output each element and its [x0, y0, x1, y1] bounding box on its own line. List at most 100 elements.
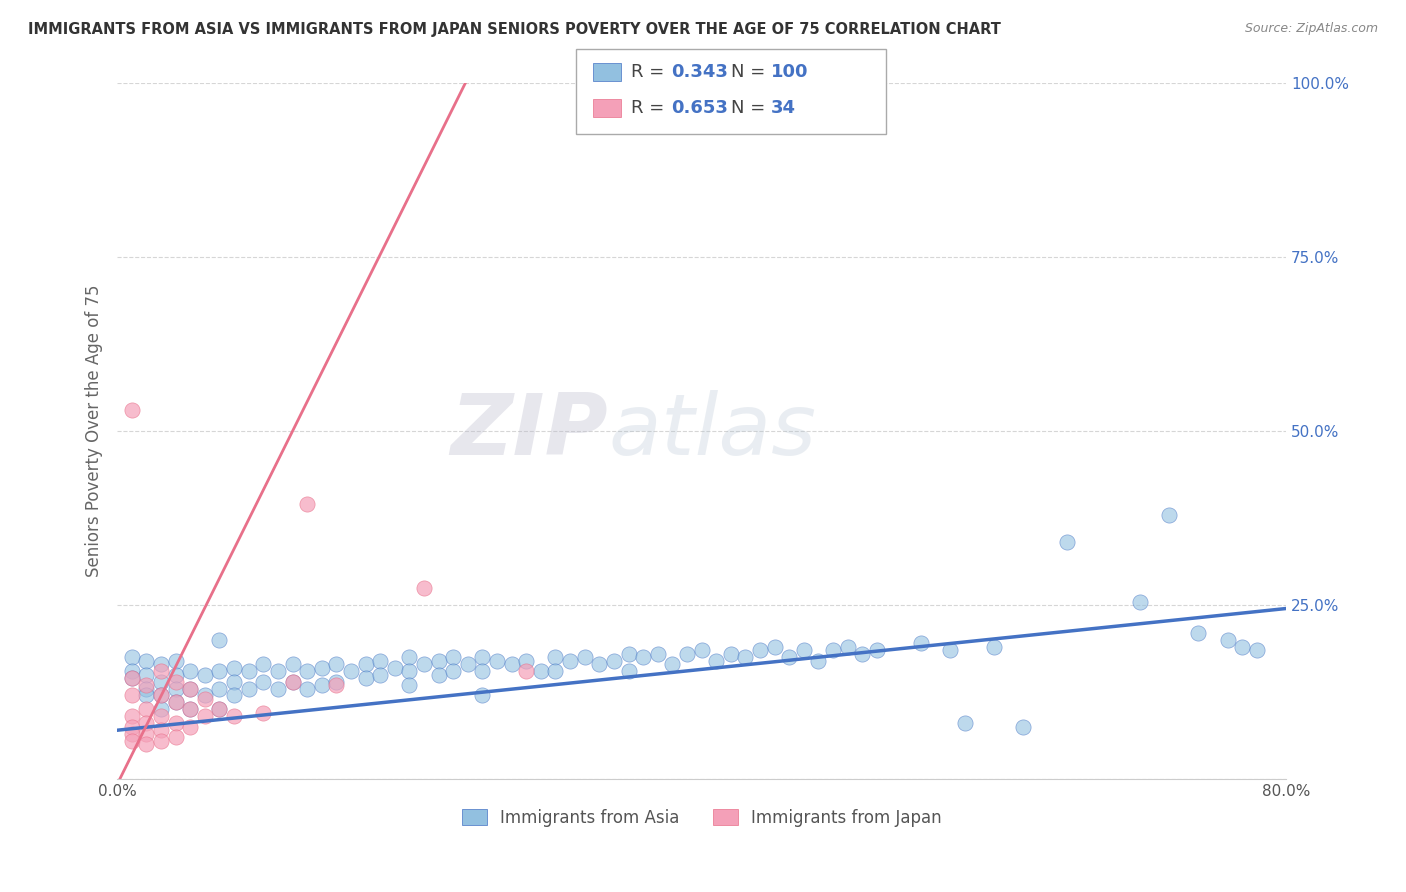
Point — [558, 654, 581, 668]
Point — [413, 581, 436, 595]
Point — [252, 674, 274, 689]
Point — [311, 678, 333, 692]
Point — [121, 727, 143, 741]
Point — [676, 647, 699, 661]
Point — [441, 650, 464, 665]
Point — [295, 664, 318, 678]
Point — [427, 654, 450, 668]
Point — [150, 702, 173, 716]
Point — [720, 647, 742, 661]
Point — [793, 643, 815, 657]
Point — [281, 674, 304, 689]
Point — [778, 650, 800, 665]
Point — [179, 664, 201, 678]
Point — [165, 716, 187, 731]
Text: R =: R = — [631, 63, 671, 81]
Point — [222, 674, 245, 689]
Point — [150, 723, 173, 738]
Point — [121, 709, 143, 723]
Point — [574, 650, 596, 665]
Point — [208, 702, 231, 716]
Point — [121, 671, 143, 685]
Point — [661, 657, 683, 672]
Point — [179, 702, 201, 716]
Point — [135, 681, 157, 696]
Point — [165, 730, 187, 744]
Point — [851, 647, 873, 661]
Point — [165, 695, 187, 709]
Point — [311, 660, 333, 674]
Point — [135, 737, 157, 751]
Point — [179, 681, 201, 696]
Point — [501, 657, 523, 672]
Point — [734, 650, 756, 665]
Point — [354, 671, 377, 685]
Point — [208, 702, 231, 716]
Point — [135, 702, 157, 716]
Point — [617, 664, 640, 678]
Point — [823, 643, 845, 657]
Point — [1157, 508, 1180, 522]
Point — [295, 681, 318, 696]
Point — [457, 657, 479, 672]
Point — [939, 643, 962, 657]
Point — [165, 674, 187, 689]
Point — [179, 681, 201, 696]
Point — [953, 716, 976, 731]
Point — [1012, 720, 1035, 734]
Text: 34: 34 — [770, 99, 796, 117]
Point — [704, 654, 727, 668]
Point — [544, 664, 567, 678]
Point — [121, 733, 143, 747]
Point — [530, 664, 553, 678]
Point — [1230, 640, 1253, 654]
Point — [1246, 643, 1268, 657]
Point — [807, 654, 830, 668]
Point — [281, 674, 304, 689]
Point — [165, 695, 187, 709]
Point — [121, 650, 143, 665]
Text: 0.343: 0.343 — [671, 63, 727, 81]
Point — [135, 727, 157, 741]
Text: IMMIGRANTS FROM ASIA VS IMMIGRANTS FROM JAPAN SENIORS POVERTY OVER THE AGE OF 75: IMMIGRANTS FROM ASIA VS IMMIGRANTS FROM … — [28, 22, 1001, 37]
Point — [150, 664, 173, 678]
Point — [252, 706, 274, 720]
Point — [515, 654, 537, 668]
Point — [603, 654, 626, 668]
Point — [165, 667, 187, 681]
Point — [617, 647, 640, 661]
Point — [121, 689, 143, 703]
Point — [150, 733, 173, 747]
Point — [398, 650, 420, 665]
Point — [194, 667, 217, 681]
Point — [238, 681, 260, 696]
Point — [441, 664, 464, 678]
Point — [427, 667, 450, 681]
Text: atlas: atlas — [607, 390, 815, 473]
Point — [252, 657, 274, 672]
Point — [267, 681, 290, 696]
Point — [471, 650, 494, 665]
Point — [471, 689, 494, 703]
Text: R =: R = — [631, 99, 671, 117]
Point — [413, 657, 436, 672]
Point — [368, 654, 391, 668]
Point — [150, 689, 173, 703]
Point — [866, 643, 889, 657]
Point — [222, 709, 245, 723]
Text: 0.653: 0.653 — [671, 99, 727, 117]
Point — [121, 664, 143, 678]
Point — [325, 657, 347, 672]
Point — [749, 643, 772, 657]
Point — [983, 640, 1005, 654]
Point — [1187, 625, 1209, 640]
Point — [340, 664, 363, 678]
Point — [135, 654, 157, 668]
Point — [647, 647, 669, 661]
Point — [368, 667, 391, 681]
Point — [135, 678, 157, 692]
Point — [544, 650, 567, 665]
Point — [208, 632, 231, 647]
Point — [121, 403, 143, 417]
Point — [471, 664, 494, 678]
